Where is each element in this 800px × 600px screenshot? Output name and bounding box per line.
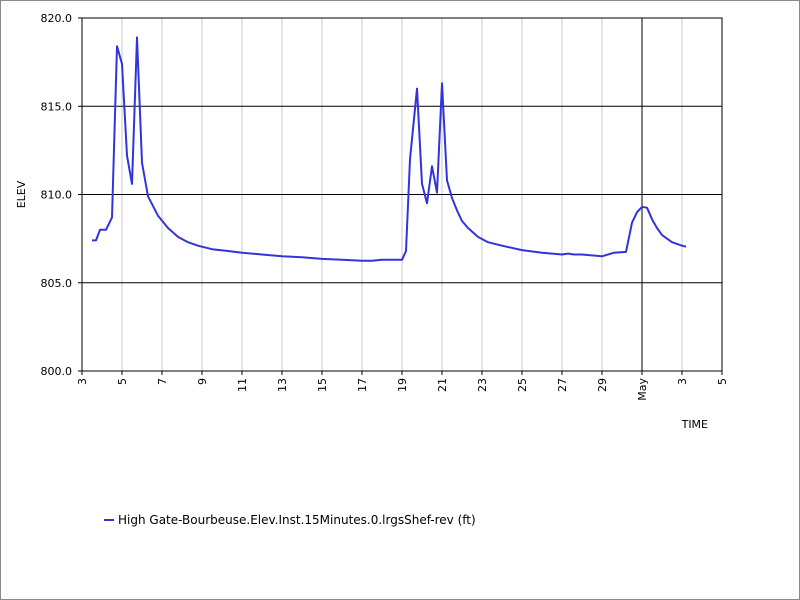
x-tick-label: 23 [476,378,489,392]
grid-layer [82,18,722,371]
x-tick-label: 15 [316,378,329,392]
legend-swatch [104,519,114,521]
y-tick-label: 805.0 [41,277,73,290]
x-tick-label: 7 [156,378,169,385]
y-axis-label: ELEV [15,180,28,208]
x-tick-label: 27 [556,378,569,392]
x-tick-label: 3 [76,378,89,385]
x-tick-label: 21 [436,378,449,392]
x-tick-label: 3 [676,378,689,385]
y-axis-ticks: 800.0 805.0 810.0 815.0 820.0 [41,12,82,378]
x-tick-label: 5 [116,378,129,385]
x-tick-label: 9 [196,378,209,385]
x-axis-ticks: 3 5 7 9 11 13 15 17 19 21 23 25 27 29 May 3 5 [76,371,729,401]
y-tick-label: 810.0 [41,189,73,202]
x-tick-label: May [636,378,649,401]
x-tick-label: 11 [236,378,249,392]
legend-label: High Gate-Bourbeuse.Elev.Inst.15Minutes.… [118,513,476,527]
x-tick-label: 5 [716,378,729,385]
x-tick-label: 17 [356,378,369,392]
x-tick-label: 13 [276,378,289,392]
series-line [92,36,687,262]
y-tick-label: 820.0 [41,12,73,25]
series-layer [92,36,687,262]
x-tick-label: 19 [396,378,409,392]
y-tick-label: 800.0 [41,365,73,378]
legend: High Gate-Bourbeuse.Elev.Inst.15Minutes.… [104,513,476,527]
x-tick-label: 25 [516,378,529,392]
x-tick-label: 29 [596,378,609,392]
y-tick-label: 815.0 [41,100,73,113]
x-axis-label: TIME [681,418,708,431]
